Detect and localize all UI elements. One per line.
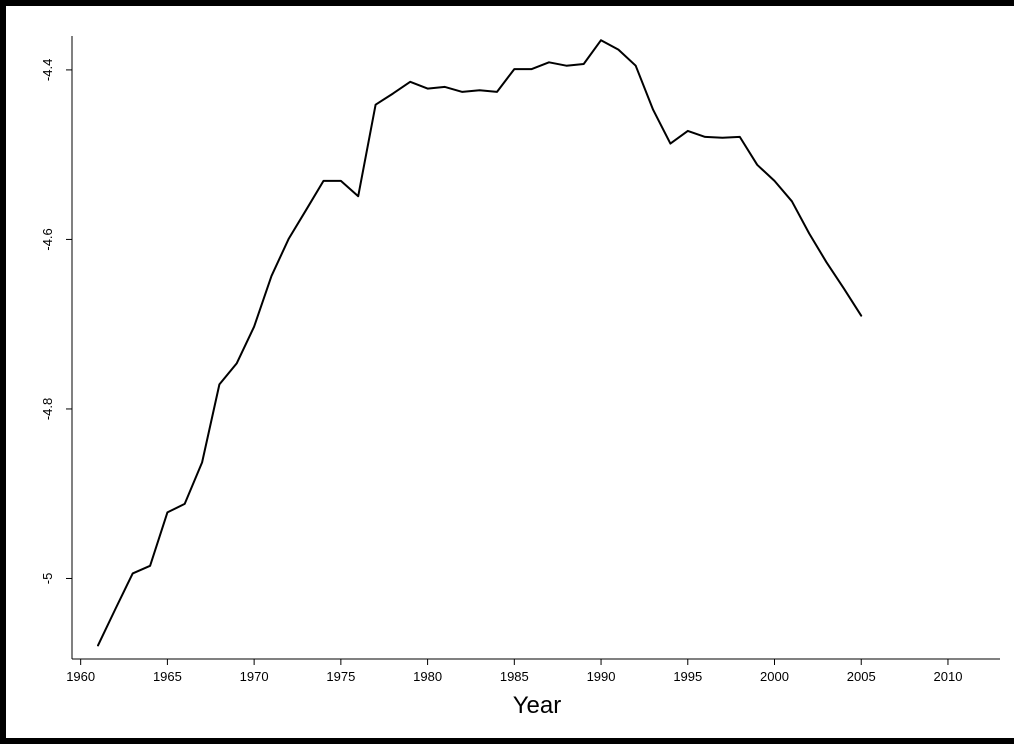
x-tick-label: 2000 [760,669,789,684]
y-tick-label: -4.8 [40,398,55,420]
x-tick-label: 1965 [153,669,182,684]
y-tick-label: -4.6 [40,228,55,250]
x-tick-label: 1985 [500,669,529,684]
x-axis-title: Year [513,692,562,719]
tick-labels: 1960 1965 1970 1975 1980 1985 1990 1995 2000 2005… [40,59,962,684]
x-tick-label: 2010 [934,669,963,684]
x-tick-label: 1970 [240,669,269,684]
axes [71,36,1000,660]
y-tick-label: -4.4 [40,59,55,81]
x-tick-label: 1980 [413,669,442,684]
series-group [97,39,863,647]
series-line [97,39,863,647]
ticks [66,69,949,665]
x-tick-label: 1990 [587,669,616,684]
x-tick-label: 1960 [66,669,95,684]
x-tick-label: 2005 [847,669,876,684]
x-tick-label: 1995 [673,669,702,684]
x-tick-label: 1975 [326,669,355,684]
y-tick-label: -5 [40,573,55,585]
